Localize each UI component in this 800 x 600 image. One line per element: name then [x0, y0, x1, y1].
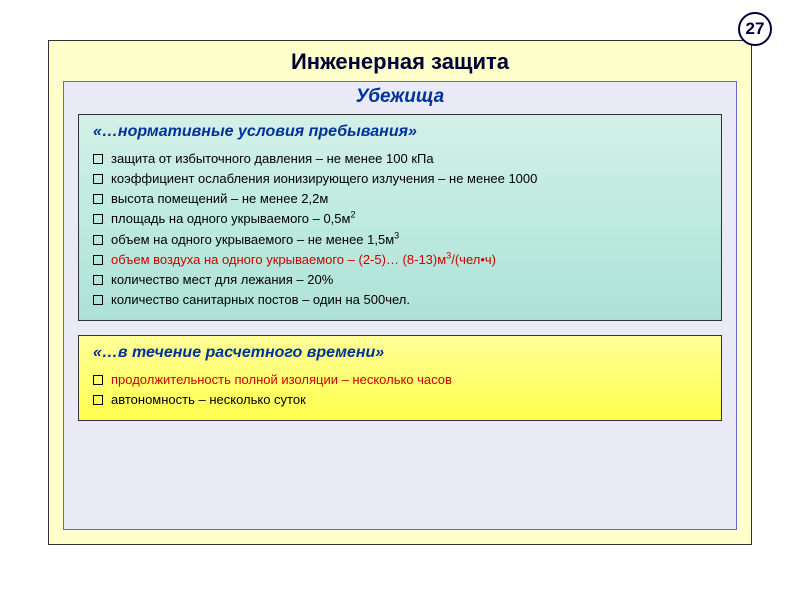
- conditions-list: защита от избыточного давления – не мене…: [93, 149, 707, 310]
- conditions-box: «…нормативные условия пребывания» защита…: [78, 114, 722, 321]
- bullet-icon: [93, 295, 103, 305]
- bullet-icon: [93, 154, 103, 164]
- list-item-text: автономность – несколько суток: [111, 390, 306, 410]
- list-item-text: объем воздуха на одного укрываемого – (2…: [111, 250, 496, 270]
- time-list: продолжительность полной изоляции – неск…: [93, 370, 707, 410]
- list-item: объем на одного укрываемого – не менее 1…: [93, 230, 707, 250]
- list-item: автономность – несколько суток: [93, 390, 707, 410]
- list-item-text: площадь на одного укрываемого – 0,5м2: [111, 209, 356, 229]
- list-item-text: объем на одного укрываемого – не менее 1…: [111, 230, 399, 250]
- list-item: защита от избыточного давления – не мене…: [93, 149, 707, 169]
- bullet-icon: [93, 174, 103, 184]
- bullet-icon: [93, 194, 103, 204]
- list-item-text: коэффициент ослабления ионизирующего изл…: [111, 169, 537, 189]
- bullet-icon: [93, 214, 103, 224]
- list-item: количество мест для лежания – 20%: [93, 270, 707, 290]
- page-number: 27: [738, 12, 772, 46]
- sub-title: Убежища: [64, 82, 736, 114]
- list-item: площадь на одного укрываемого – 0,5м2: [93, 209, 707, 229]
- list-item: количество санитарных постов – один на 5…: [93, 290, 707, 310]
- time-heading: «…в течение расчетного времени»: [93, 344, 707, 362]
- bullet-icon: [93, 275, 103, 285]
- bullet-icon: [93, 375, 103, 385]
- list-item: продолжительность полной изоляции – неск…: [93, 370, 707, 390]
- list-item: коэффициент ослабления ионизирующего изл…: [93, 169, 707, 189]
- main-title: Инженерная защита: [49, 41, 751, 79]
- bullet-icon: [93, 395, 103, 405]
- list-item: объем воздуха на одного укрываемого – (2…: [93, 250, 707, 270]
- list-item-text: количество санитарных постов – один на 5…: [111, 290, 410, 310]
- bullet-icon: [93, 235, 103, 245]
- conditions-heading: «…нормативные условия пребывания»: [93, 123, 707, 141]
- list-item-text: защита от избыточного давления – не мене…: [111, 149, 434, 169]
- inner-frame: Убежища «…нормативные условия пребывания…: [63, 81, 737, 530]
- list-item-text: высота помещений – не менее 2,2м: [111, 189, 328, 209]
- list-item-text: количество мест для лежания – 20%: [111, 270, 333, 290]
- time-box: «…в течение расчетного времени» продолжи…: [78, 335, 722, 421]
- outer-frame: Инженерная защита Убежища «…нормативные …: [48, 40, 752, 545]
- list-item-text: продолжительность полной изоляции – неск…: [111, 370, 452, 390]
- list-item: высота помещений – не менее 2,2м: [93, 189, 707, 209]
- bullet-icon: [93, 255, 103, 265]
